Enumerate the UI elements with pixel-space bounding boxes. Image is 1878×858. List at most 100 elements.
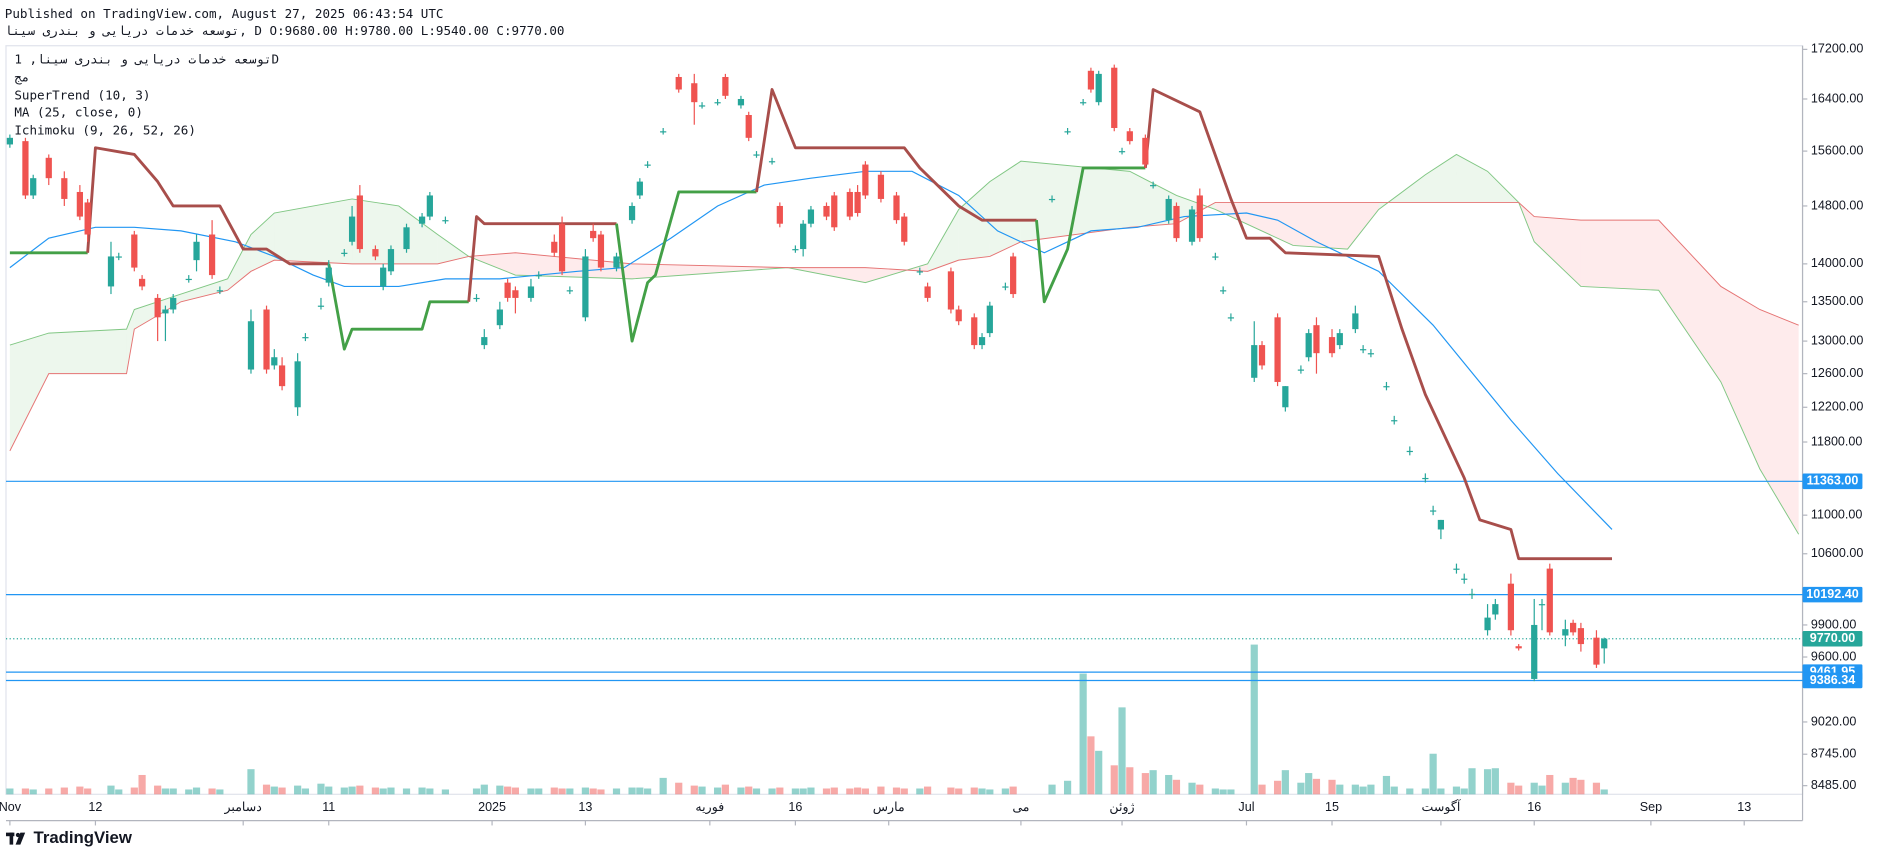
brand-logo: TradingView (5, 828, 133, 847)
cloud-segment (126, 309, 135, 374)
volume-bar (1569, 777, 1577, 795)
cloud-segment (48, 329, 127, 374)
cloud-segment (9, 333, 49, 451)
volume-bar (612, 788, 621, 795)
y-tick-label: 15600.00 (1811, 143, 1863, 157)
volume-bar (1460, 788, 1468, 795)
cloud-segment (352, 198, 399, 264)
volume-bar (1110, 765, 1118, 795)
candle-body (924, 286, 931, 298)
y-tick-label: 11800.00 (1811, 434, 1862, 448)
volume-bar (597, 789, 605, 795)
volume-bar (317, 783, 325, 795)
x-tick-label: 13 (578, 800, 592, 814)
candle-body (846, 191, 853, 217)
candle-body (1367, 353, 1375, 355)
cloud-segment (1293, 202, 1348, 250)
candle-body (1142, 137, 1149, 165)
y-tick-label: 8745.00 (1811, 747, 1856, 761)
volume-bar (1297, 782, 1305, 795)
volume-bar (955, 788, 963, 795)
volume-bar (402, 788, 411, 795)
volume-bar (916, 788, 924, 795)
candle-body (877, 174, 885, 199)
ichimoku-layer (9, 153, 1800, 535)
volume-bar (1258, 784, 1266, 795)
volume-bar (169, 788, 177, 795)
price-badge-label: 9770.00 (1810, 631, 1855, 645)
volume-bar (185, 789, 193, 795)
legend-indicator: MA (25, close, 0) (14, 104, 143, 119)
candle-body (745, 114, 752, 138)
candle-body (1010, 256, 1017, 295)
volume-bar (628, 787, 636, 795)
volume-bar (924, 786, 932, 795)
x-tick-label: 12 (88, 800, 102, 814)
candle-body (84, 202, 91, 235)
candle-body (901, 216, 908, 242)
ichimoku-span-b (9, 201, 1799, 452)
candle-body (185, 278, 192, 281)
y-tick-label: 12600.00 (1811, 366, 1863, 380)
volume-bar (1095, 750, 1103, 795)
volume-bar (154, 785, 162, 795)
volume-bar (278, 787, 286, 795)
candle-body (170, 297, 177, 310)
price-badge-label: 9386.34 (1810, 673, 1855, 687)
candle-body (854, 191, 861, 214)
volume-bar (768, 788, 776, 795)
cloud-segment (250, 213, 275, 272)
cloud-segment (515, 252, 633, 279)
x-tick-label: 15 (1325, 800, 1339, 814)
volume-bar (1530, 782, 1538, 795)
supertrend (1035, 166, 1146, 304)
volume-bar (1188, 782, 1196, 795)
volume-bar (1141, 773, 1149, 795)
candle-body (263, 309, 270, 370)
candle-body (1282, 386, 1289, 408)
volume-bar (854, 787, 862, 795)
candle-body (582, 256, 589, 318)
candle-body (1484, 617, 1491, 631)
candle-body (473, 297, 480, 300)
volume-bar (1359, 786, 1367, 795)
candle-body (1274, 317, 1281, 382)
candle-body (1196, 195, 1203, 239)
volume-bar (138, 774, 146, 795)
candle-body (1313, 325, 1320, 354)
candle-body (372, 249, 379, 257)
candle-body (1336, 333, 1343, 346)
candle-body (30, 178, 37, 196)
candle-body (481, 337, 488, 346)
candle-body (1437, 519, 1445, 530)
candle-body (380, 267, 387, 287)
y-tick-label: 9020.00 (1811, 714, 1856, 728)
candle-body (271, 357, 278, 366)
candle-body (1422, 477, 1429, 480)
candle-body (317, 305, 325, 307)
volume-bar (418, 787, 426, 795)
volume-bar (441, 789, 449, 795)
supertrend (755, 88, 1037, 222)
candle-body (6, 137, 13, 145)
volume-bar (115, 789, 123, 795)
y-tick-label: 10600.00 (1811, 546, 1863, 560)
y-tick-label: 9600.00 (1811, 649, 1856, 663)
volume-bar (861, 788, 869, 795)
candle-body (916, 271, 923, 273)
volume-bar (1087, 736, 1095, 795)
cloud-segment (1759, 309, 1799, 535)
volume-bar (675, 782, 683, 795)
volume-bar (947, 787, 955, 795)
candle-body (1383, 386, 1390, 388)
volume-bar (1382, 775, 1391, 795)
volume-bar (1312, 778, 1321, 795)
volume-bar (1468, 768, 1476, 795)
candle-body (1087, 70, 1095, 90)
volume-bar (1009, 786, 1017, 795)
cloud-segment (468, 252, 516, 276)
candle-body (978, 337, 986, 346)
candle-body (45, 157, 52, 179)
candle-body (1173, 205, 1180, 239)
